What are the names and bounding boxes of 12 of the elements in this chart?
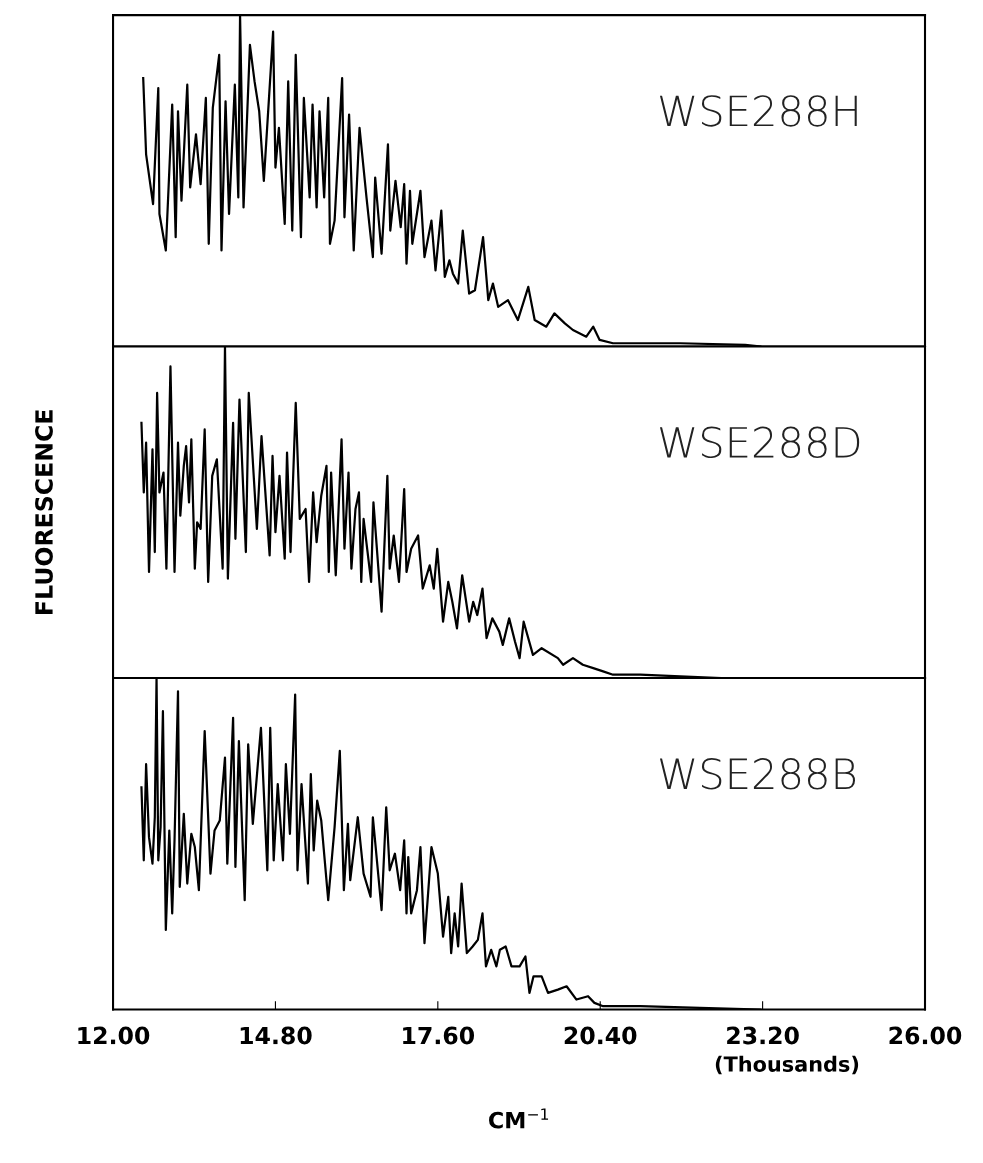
x-tick-label: 23.20 <box>727 1026 799 1045</box>
x-tick-label: 20.40 <box>564 1026 637 1045</box>
text: (Thousands) <box>715 1055 859 1075</box>
annotation: WSE288H <box>659 95 857 127</box>
x-tick-label: 12.00 <box>78 1026 150 1045</box>
x-tick-label: 17.60 <box>403 1026 475 1045</box>
annotation: WSE288D <box>659 426 860 459</box>
x-tick-label: 26.00 <box>889 1026 962 1045</box>
x-tick-label: 14.80 <box>240 1026 312 1045</box>
annotation: WSE288B <box>659 758 856 790</box>
x-axis-title: CM$^{−1}$ <box>489 1108 549 1129</box>
y-axis-title: FLUORESCENCE <box>35 410 53 614</box>
